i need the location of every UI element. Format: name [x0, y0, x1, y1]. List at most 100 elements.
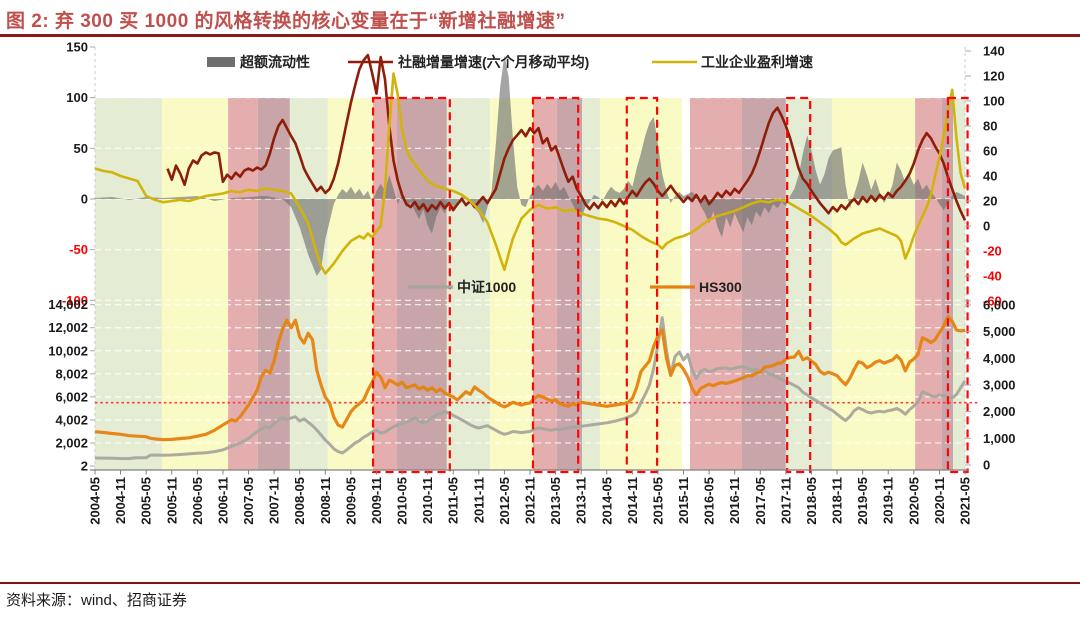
legend-lower: 中证1000 HS300	[408, 279, 742, 295]
y-tick-label: 60	[983, 144, 997, 159]
style-band	[831, 98, 916, 470]
y-tick-label: 2,000	[983, 404, 1016, 419]
highlight-box	[786, 96, 812, 474]
x-tick-label: 2017-11	[778, 477, 793, 524]
gridlines	[94, 47, 966, 470]
style-band	[95, 98, 162, 470]
y-tick-label: 2	[81, 459, 88, 474]
legend-label: 社融增量增速(六个月移动平均)	[397, 54, 589, 70]
x-tick-label: 2009-11	[369, 477, 384, 524]
y-tick-label: -40	[983, 269, 1002, 284]
excess-liquidity-area	[95, 55, 965, 276]
title-underline	[0, 34, 1080, 37]
y-tick-label: 1,000	[983, 431, 1016, 446]
source-divider	[0, 582, 1080, 584]
x-tick-label: 2018-05	[804, 477, 819, 525]
highlight-box	[371, 96, 451, 474]
x-tick-label: 2015-05	[650, 477, 665, 525]
style-band	[161, 98, 229, 470]
x-tick-label: 2011-05	[446, 477, 461, 524]
highlight-box	[531, 96, 580, 474]
style-band	[289, 98, 328, 470]
style-band	[689, 98, 742, 470]
y-tick-label: -60	[983, 294, 1002, 309]
style-band	[532, 98, 557, 470]
legend-label: HS300	[699, 279, 742, 295]
x-tick-label: 2007-05	[241, 477, 256, 525]
y-tick-label: 8,002	[55, 366, 88, 381]
x-tick-label: 2016-11	[727, 477, 742, 524]
y-tick-label: 100	[66, 90, 88, 105]
style-band	[257, 98, 290, 470]
x-tick-label: 2010-05	[395, 477, 410, 525]
x-tick-label: 2005-11	[164, 477, 179, 524]
y-tick-label: 50	[74, 141, 88, 156]
highlight-box	[946, 96, 969, 474]
style-band	[228, 98, 258, 470]
highlight-boxes	[371, 96, 969, 474]
y-tick-label: 2,002	[55, 435, 88, 450]
x-tick-label: 2004-05	[88, 477, 103, 525]
x-tick-label: 2020-11	[932, 477, 947, 524]
axes: 2004-05 2004-11 2005-05 2005-11 2006-05 2006-…	[48, 40, 1015, 525]
figure-title: 图 2: 弃 300 买 1000 的风格转换的核心变量在于“新增社融增速”	[6, 11, 566, 32]
x-tick-label: 2006-11	[215, 477, 230, 524]
style-band	[915, 98, 942, 470]
legend-label: 工业企业盈利增速	[701, 54, 813, 70]
x-tick-label: 2014-05	[599, 477, 614, 525]
y-tick-label: 3,000	[983, 377, 1016, 392]
y-tick-label: -20	[983, 244, 1002, 259]
y-tick-label: 80	[983, 119, 997, 134]
x-tick-label: 2012-05	[497, 477, 512, 525]
y-tick-label: -50	[69, 242, 88, 257]
y-tick-label: 100	[983, 94, 1005, 109]
style-band	[327, 98, 374, 470]
x-tick-label: 2017-05	[753, 477, 768, 525]
x-tick-label: 2014-11	[625, 477, 640, 524]
x-tick-label: 2005-05	[139, 477, 154, 525]
x-tick-label: 2016-05	[702, 477, 717, 525]
y-tick-label: 20	[983, 194, 997, 209]
x-tick-label: 2012-11	[523, 477, 538, 524]
legend-upper: 超额流动性 社融增量增速(六个月移动平均) 工业企业盈利增速	[207, 54, 813, 70]
y-tick-label: 14,002	[48, 297, 88, 312]
x-tick-label: 2008-05	[292, 477, 307, 525]
y-tick-label: -100	[62, 293, 88, 308]
x-tick-label: 2013-11	[574, 477, 589, 524]
industrial-profit-line	[95, 72, 966, 275]
x-tick-label: 2008-11	[318, 477, 333, 524]
legend-label: 中证1000	[457, 279, 516, 295]
y-tick-label: 6,000	[983, 297, 1016, 312]
y-tick-label: 12,002	[48, 320, 88, 335]
x-tick-label: 2013-05	[548, 477, 563, 525]
x-tick-label: 2011-11	[471, 477, 486, 523]
legend-swatch-excess-liquidity	[207, 57, 235, 67]
y-tick-label: 40	[983, 169, 997, 184]
x-tick-label: 2019-11	[881, 477, 896, 524]
style-band	[556, 98, 583, 470]
shr-growth-line	[166, 53, 966, 221]
y-tick-label: 10,002	[48, 343, 88, 358]
source-text: 资料来源：wind、招商证券	[6, 592, 187, 609]
y-tick-label: 4,002	[55, 412, 88, 427]
style-band	[396, 98, 447, 470]
x-tick-label: 2020-05	[906, 477, 921, 525]
y-tick-label: 140	[983, 44, 1005, 59]
y-tick-label: 6,002	[55, 389, 88, 404]
csi1000-line	[95, 316, 966, 461]
legend-label: 超额流动性	[239, 54, 310, 70]
style-band	[446, 98, 490, 470]
y-tick-label: 0	[983, 219, 990, 234]
style-bands	[95, 98, 965, 470]
style-band	[953, 98, 965, 470]
x-tick-label: 2018-11	[830, 477, 845, 524]
x-tick-label: 2006-05	[190, 477, 205, 525]
y-tick-label: 0	[983, 458, 990, 473]
style-band	[582, 98, 600, 470]
x-tick-label: 2007-11	[267, 477, 282, 524]
series-group	[95, 53, 966, 461]
y-tick-label: 4,000	[983, 351, 1016, 366]
x-tick-label: 2021-05	[958, 477, 973, 525]
